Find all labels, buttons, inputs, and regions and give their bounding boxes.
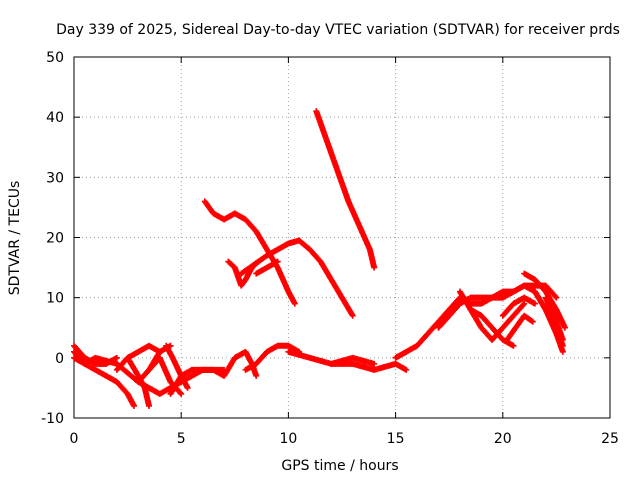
data-point <box>553 294 560 301</box>
series-arc3 <box>71 354 228 397</box>
data-point <box>561 324 568 331</box>
x-tick-label: 20 <box>494 431 512 447</box>
series-arc28 <box>542 294 566 343</box>
data-point <box>559 342 566 349</box>
x-axis-label: GPS time / hours <box>281 458 398 474</box>
y-tick-label: 40 <box>46 110 64 126</box>
data-point <box>520 301 527 308</box>
y-tick-label: 50 <box>46 50 64 66</box>
series-arc13 <box>328 360 410 373</box>
data-point <box>529 318 536 325</box>
series-arc18 <box>313 108 378 271</box>
y-tick-label: 20 <box>46 231 64 247</box>
series-arc20 <box>435 282 560 331</box>
series-arc9 <box>167 366 206 397</box>
data-point <box>178 390 185 397</box>
data-point <box>371 264 378 271</box>
data-point <box>531 300 538 307</box>
y-tick-label: -10 <box>41 411 64 427</box>
series-arc7 <box>146 354 185 397</box>
data-point <box>113 354 120 361</box>
data-point <box>403 366 410 373</box>
data-point <box>253 372 260 379</box>
chart-title: Day 339 of 2025, Sidereal Day-to-day VTE… <box>56 22 620 38</box>
data-point <box>177 389 184 396</box>
x-tick-label: 15 <box>387 431 405 447</box>
x-tick-label: 25 <box>601 431 619 447</box>
y-axis-label: SDTVAR / TECUs <box>7 181 23 296</box>
series-arc14 <box>201 198 298 307</box>
series-arc25 <box>499 294 538 319</box>
data-point <box>184 384 191 391</box>
data-point <box>146 402 153 409</box>
data-point <box>510 342 517 349</box>
series-arc23 <box>489 300 528 343</box>
data-point <box>291 300 298 307</box>
x-tick-label: 10 <box>279 431 297 447</box>
data-point <box>559 336 566 343</box>
series-arc10 <box>199 348 260 379</box>
data-point <box>131 402 138 409</box>
y-tick-label: 30 <box>46 170 64 186</box>
series-arc16 <box>238 237 356 319</box>
data-point <box>559 348 566 355</box>
data-point <box>521 300 528 307</box>
y-tick-label: 0 <box>55 351 64 367</box>
axis-ticks: 0 5 10 15 20 25 -10 0 10 20 30 40 50 <box>41 50 619 447</box>
data-point <box>371 360 378 367</box>
series-arc24 <box>504 312 536 343</box>
x-tick-label: 0 <box>70 431 79 447</box>
series-arc11 <box>242 342 303 373</box>
series-arc5 <box>124 342 163 361</box>
data-marks <box>71 108 568 409</box>
series-arc17 <box>253 258 281 277</box>
data-point <box>349 312 356 319</box>
y-tick-label: 10 <box>46 291 64 307</box>
data-point <box>552 293 559 300</box>
data-point <box>274 258 281 265</box>
x-tick-label: 5 <box>177 431 186 447</box>
